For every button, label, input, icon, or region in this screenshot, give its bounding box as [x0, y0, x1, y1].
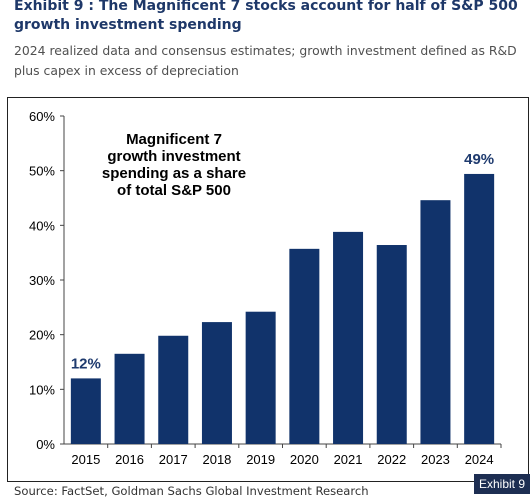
data-label: 12%	[71, 355, 101, 372]
bar	[289, 248, 320, 444]
x-tick-label: 2020	[290, 452, 319, 467]
bar	[158, 335, 189, 444]
bar	[114, 353, 145, 444]
bar	[420, 200, 451, 444]
y-tick-label: 40%	[29, 218, 55, 233]
bar	[201, 322, 232, 444]
x-tick-label: 2024	[465, 452, 494, 467]
chart-annotation-line: Magnificent 7	[126, 131, 222, 148]
chart-subtitle: 2024 realized data and consensus estimat…	[14, 43, 517, 78]
chart-frame: 0% 10% 20% 30% 40% 50% 60% 2015 2016 2017 2018 2019…	[7, 97, 529, 482]
bar	[245, 311, 276, 444]
x-tick-label: 2023	[421, 452, 450, 467]
x-tick-label: 2016	[115, 452, 144, 467]
bar	[464, 173, 495, 444]
bar-chart: 0% 10% 20% 30% 40% 50% 60% 2015 2016 2017 2018 2019…	[29, 109, 502, 467]
x-tick-label: 2018	[202, 452, 231, 467]
y-tick-label: 0%	[36, 437, 55, 452]
chart-annotation-line: spending as a share	[102, 165, 246, 182]
bar	[333, 231, 364, 444]
chart-annotation-line: growth investment	[107, 148, 240, 165]
source-note: Source: FactSet, Goldman Sachs Global In…	[14, 484, 369, 498]
x-tick-label: 2021	[334, 452, 363, 467]
exhibit-tag: Exhibit 9	[474, 474, 530, 494]
x-tick-label: 2022	[377, 452, 406, 467]
y-tick-label: 10%	[29, 382, 55, 397]
data-label: 49%	[464, 151, 494, 168]
bar	[70, 378, 101, 444]
bar	[376, 245, 407, 444]
x-tick-label: 2015	[71, 452, 100, 467]
y-tick-label: 60%	[29, 109, 55, 124]
y-tick-label: 30%	[29, 273, 55, 288]
x-tick-label: 2019	[246, 452, 275, 467]
x-tick-label: 2017	[159, 452, 188, 467]
chart-title: Exhibit 9 : The Magnificent 7 stocks acc…	[14, 0, 518, 33]
y-tick-label: 20%	[29, 328, 55, 343]
y-tick-label: 50%	[29, 164, 55, 179]
chart-annotation-line: of total S&P 500	[117, 182, 231, 199]
